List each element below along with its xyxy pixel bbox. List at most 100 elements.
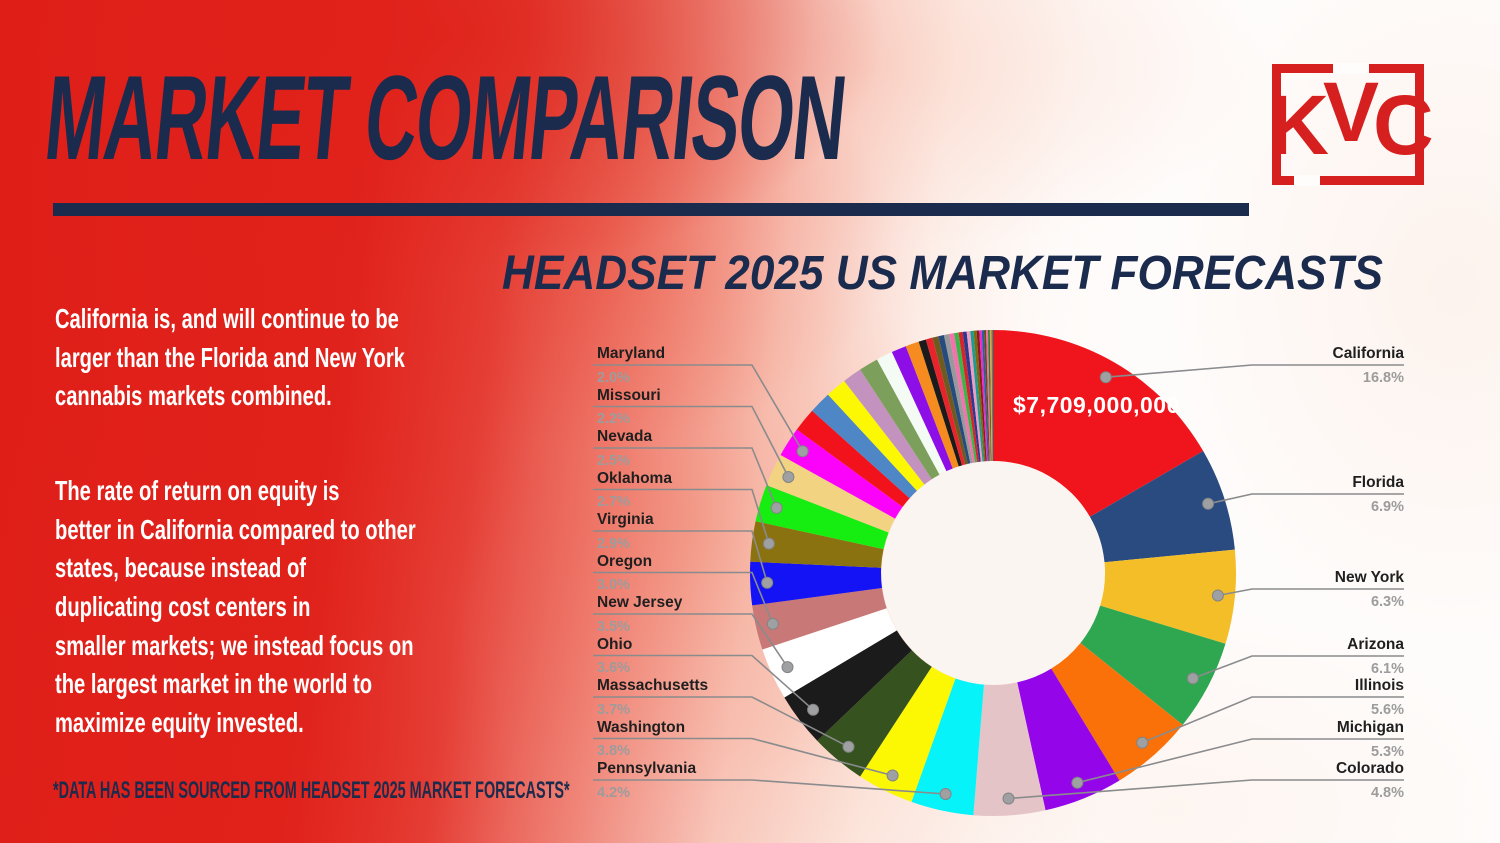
label-name: Oklahoma — [597, 469, 672, 487]
leader-line-oregon — [593, 571, 774, 625]
chart-label-virginia: Virginia 2.9% — [597, 512, 654, 551]
leader-dot-nevada — [770, 501, 783, 514]
pie-slice-other-5 — [877, 352, 947, 475]
chart-label-arizona: Arizona 6.1% — [1347, 637, 1404, 676]
label-name: California — [1332, 345, 1404, 362]
pie-slice-other-26 — [989, 330, 993, 462]
label-name: Ohio — [597, 635, 633, 653]
leader-dot-missouri — [782, 471, 795, 483]
label-name: New Jersey — [597, 594, 683, 611]
leader-line-massachusetts — [593, 696, 849, 748]
label-percent: 5.6% — [1370, 701, 1404, 718]
label-percent: 3.0% — [597, 577, 631, 593]
label-percent: 6.3% — [1370, 593, 1404, 610]
pie-slice-oklahoma — [750, 521, 884, 568]
label-name: Missouri — [597, 386, 661, 404]
logo-bottom-notch — [1294, 175, 1320, 186]
leader-dot-new-york — [1211, 589, 1224, 602]
label-name: Pennsylvania — [597, 760, 697, 777]
pie-slice-other-8 — [918, 339, 963, 467]
pie-slice-other-13 — [949, 333, 976, 463]
pie-slice-other-4 — [860, 359, 940, 480]
label-percent: 3.8% — [597, 743, 631, 759]
label-percent: 4.8% — [1370, 784, 1404, 801]
label-percent: 2.5% — [597, 452, 631, 469]
pie-slice-other-6 — [891, 346, 953, 472]
pie-slice-washington — [860, 666, 956, 802]
pie-slice-other-18 — [970, 330, 985, 462]
pie-slice-other-27 — [991, 329, 993, 461]
leader-dot-oklahoma — [762, 537, 775, 550]
label-name: Illinois — [1354, 677, 1404, 694]
donut-hole — [881, 461, 1105, 685]
pie-slice-other-0 — [796, 410, 910, 507]
label-percent: 4.2% — [597, 784, 631, 801]
chart-label-new-jersey: New Jersey 3.5% — [597, 595, 682, 634]
logo-top-notch — [1333, 63, 1369, 74]
pie-slice-virginia — [749, 561, 882, 606]
chart-label-oklahoma: Oklahoma 2.7% — [597, 469, 672, 510]
pie-slice-nevada — [755, 485, 889, 550]
leader-line-virginia — [593, 530, 768, 584]
label-name: Oregon — [597, 552, 653, 570]
leader-line-new-jersey — [593, 613, 789, 668]
pie-slice-other-14 — [954, 332, 978, 463]
pie-slice-other-7 — [905, 341, 959, 469]
pie-slice-florida — [1089, 451, 1235, 563]
kvc-logo: K V C — [1268, 63, 1434, 186]
leader-line-nevada — [593, 447, 778, 509]
pie-slice-pennsylvania — [911, 678, 984, 816]
logo-letter-v: V — [1322, 64, 1379, 159]
chart-label-new-york: New York 6.3% — [1335, 570, 1404, 609]
leader-dot-michigan — [1071, 776, 1084, 789]
label-name: New York — [1334, 569, 1404, 586]
pie-slice-other-21 — [979, 330, 988, 462]
pie-slice-other-22 — [981, 330, 989, 462]
pie-slice-other-19 — [973, 330, 986, 462]
pie-slice-other-1 — [812, 394, 917, 499]
pie-slice-other-12 — [943, 334, 973, 464]
leader-line-pennsylvania — [593, 779, 946, 795]
label-percent: 2.9% — [597, 535, 631, 552]
label-name: Michigan — [1336, 719, 1404, 736]
label-percent: 3.5% — [597, 618, 631, 635]
chart-label-maryland: Maryland 2.0% — [597, 346, 665, 385]
pie-slice-new-jersey — [762, 608, 897, 698]
chart-label-missouri: Missouri 2.2% — [597, 386, 661, 427]
chart-label-nevada: Nevada 2.5% — [597, 429, 652, 468]
equity-paragraph: The rate of return on equity is better i… — [55, 475, 416, 738]
label-percent: 2.0% — [597, 369, 631, 386]
pie-slice-california — [993, 330, 1204, 517]
chart-label-florida: Florida 6.9% — [1352, 475, 1404, 514]
chart-label-california: California 16.8% — [1333, 346, 1404, 385]
chart-label-oregon: Oregon 3.0% — [597, 552, 653, 593]
pie-slice-other-11 — [938, 335, 971, 464]
label-percent: 2.2% — [597, 411, 631, 427]
pie-slice-other-23 — [983, 330, 990, 462]
leader-line-maryland — [593, 364, 804, 452]
title-divider-bar — [53, 203, 1249, 216]
pie-slice-other-2 — [827, 380, 925, 491]
pie-slice-arizona — [1080, 605, 1226, 725]
leader-line-michigan — [1077, 738, 1404, 784]
chart-label-ohio: Ohio 3.6% — [597, 635, 633, 676]
pie-slice-colorado — [973, 682, 1046, 817]
pie-slice-maryland — [780, 429, 903, 519]
pie-slice-new-york — [1100, 549, 1237, 644]
chart-label-massachusetts: Massachusetts 3.7% — [597, 678, 708, 717]
label-name: Colorado — [1335, 760, 1404, 777]
leader-line-arizona — [1192, 655, 1404, 680]
california-value-label: $7,709,000,000 — [1013, 392, 1180, 418]
label-name: Massachusetts — [597, 677, 709, 694]
leader-line-oklahoma — [593, 488, 770, 544]
chart-label-colorado: Colorado 4.8% — [1336, 761, 1404, 800]
chart-label-michigan: Michigan 5.3% — [1337, 720, 1404, 759]
leader-dot-florida — [1202, 497, 1215, 510]
leader-dot-massachusetts — [842, 740, 855, 753]
label-name: Virginia — [597, 511, 654, 528]
label-percent: 5.3% — [1370, 743, 1404, 760]
leader-line-washington — [593, 737, 893, 777]
